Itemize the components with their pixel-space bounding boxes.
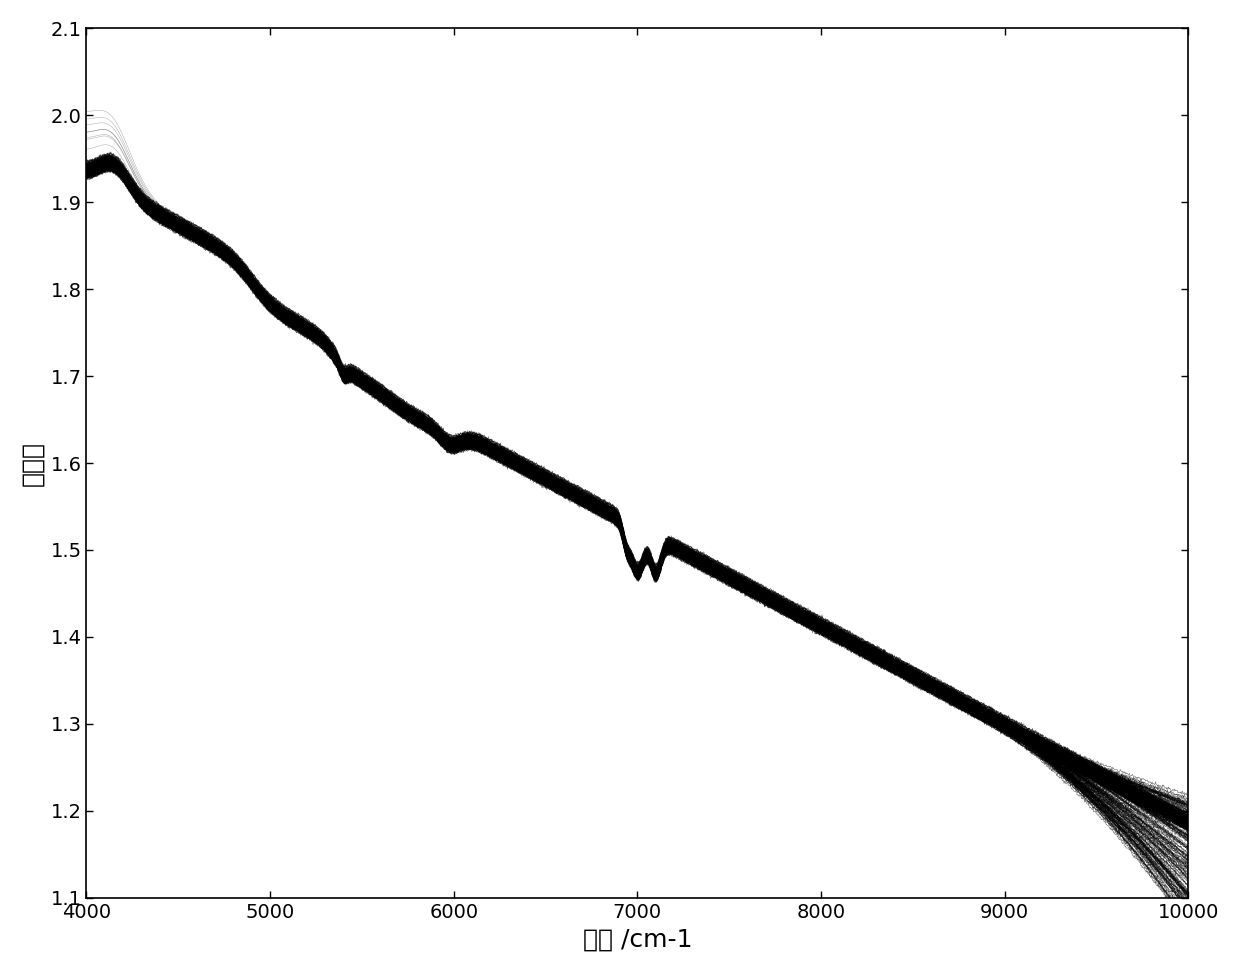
Y-axis label: 吸光度: 吸光度 <box>21 440 45 486</box>
X-axis label: 波长 /cm-1: 波长 /cm-1 <box>583 927 692 952</box>
